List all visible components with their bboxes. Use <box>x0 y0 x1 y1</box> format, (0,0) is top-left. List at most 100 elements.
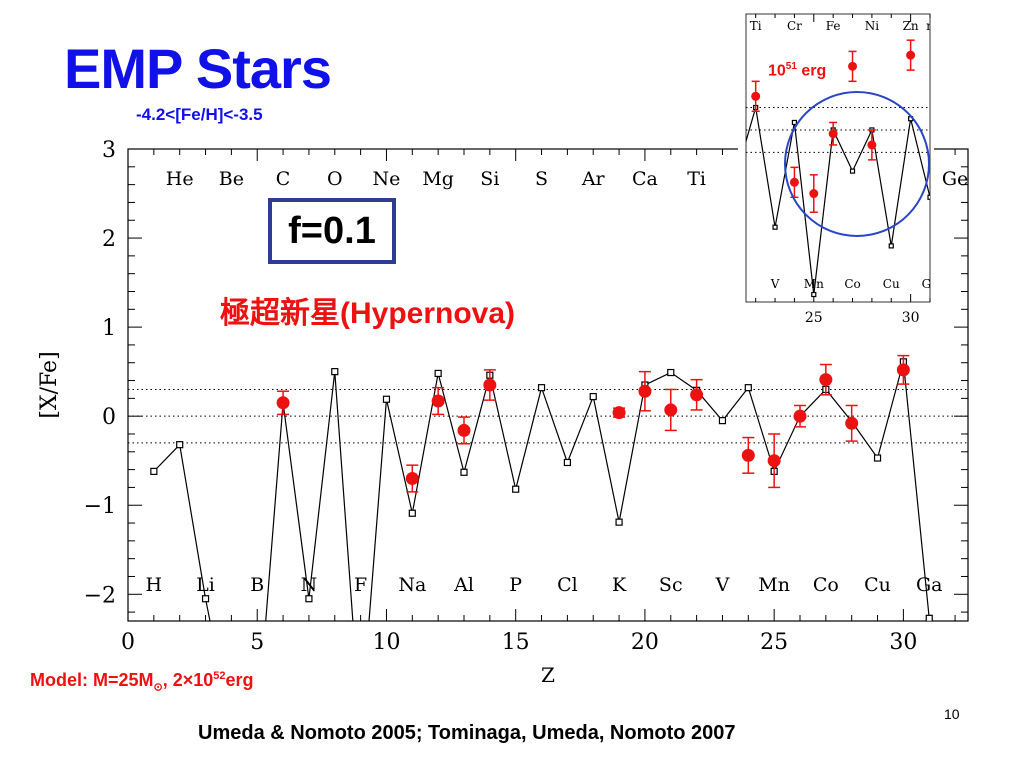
element-label-bottom: P <box>509 574 522 596</box>
element-label-bottom: Al <box>453 574 474 596</box>
inset-energy-base: 10 <box>768 62 786 80</box>
y-tick-label: 1 <box>102 316 116 341</box>
model-point <box>952 725 958 731</box>
element-label-top: Ca <box>632 168 658 190</box>
element-label-bottom: V <box>715 574 730 596</box>
inset-frame <box>745 13 931 303</box>
observed-point <box>789 177 799 187</box>
observed-point <box>793 409 807 423</box>
model-point <box>849 168 856 174</box>
element-label-bottom: K <box>612 574 627 596</box>
sun-symbol: ⊙ <box>153 681 163 694</box>
element-label-top: C <box>276 168 291 190</box>
observed-point <box>690 388 704 402</box>
model-point <box>434 369 442 378</box>
observed-point <box>431 394 445 408</box>
inset-energy-exponent: 51 <box>785 61 797 72</box>
page-number: 10 <box>944 706 960 722</box>
observed-point <box>767 454 781 468</box>
model-point <box>615 518 623 526</box>
model-point <box>563 458 571 467</box>
y-tick-label: 2 <box>102 227 116 252</box>
model-point <box>331 368 339 376</box>
observed-point <box>638 384 652 398</box>
observed-point <box>457 423 471 437</box>
model-point <box>150 467 158 475</box>
x-axis-title: Z <box>541 663 555 687</box>
model-energy: , 2×10 <box>162 670 214 690</box>
model-energy-unit: erg <box>225 670 254 690</box>
element-label-bottom: Mn <box>758 574 790 596</box>
model-point <box>512 485 520 493</box>
element-label-bottom: Co <box>844 277 860 291</box>
element-label-bottom: B <box>250 574 264 596</box>
slide-title: EMP Stars <box>64 37 332 100</box>
observed-point <box>845 416 859 430</box>
citation: Umeda & Nomoto 2005; Tominaga, Umeda, No… <box>198 722 736 744</box>
model-point <box>176 441 184 449</box>
observed-point <box>483 378 497 392</box>
element-label-top: Ge <box>942 168 968 190</box>
element-label-top: Ti <box>750 19 762 33</box>
element-label-bottom: N <box>301 574 318 596</box>
element-label-top: Mg <box>422 168 454 190</box>
x-tick-label: 15 <box>502 630 530 655</box>
observed-point <box>848 61 858 71</box>
element-label-bottom: Cu <box>883 277 900 291</box>
element-label-top: Ne <box>373 168 401 190</box>
observed-point <box>276 396 290 410</box>
x-tick-label: 5 <box>250 630 264 655</box>
y-tick-label: −2 <box>84 583 116 608</box>
model-line <box>153 361 931 621</box>
model-point <box>925 614 933 621</box>
observed-point <box>664 403 678 417</box>
x-tick-label: 30 <box>902 310 920 326</box>
f-parameter-label: f=0.1 <box>288 209 376 252</box>
highlight-circle <box>784 91 930 237</box>
model-point <box>667 368 675 377</box>
model-point <box>772 224 778 230</box>
element-label-bottom: Na <box>398 574 426 596</box>
observed-point <box>819 373 833 387</box>
element-label-bottom: Cu <box>864 574 891 596</box>
x-tick-label: 0 <box>121 630 135 655</box>
main-chart: 0 5 10 15 20 25 30 −2 −1 0 1 2 3 He Be C O Ne Mg Si S Ar Ca Ti G… <box>37 138 969 731</box>
model-prefix: Model: M=25M <box>30 670 154 690</box>
x-tick-label: 30 <box>889 630 917 655</box>
model-point <box>791 119 798 126</box>
element-label-top: n <box>926 19 934 33</box>
observed-point <box>809 189 819 199</box>
x-tick-label: 25 <box>805 310 823 326</box>
element-label-bottom: Sc <box>659 574 683 596</box>
observed-point <box>867 140 877 150</box>
element-label-top: Zn <box>903 19 919 33</box>
element-label-bottom: Cl <box>557 574 578 596</box>
model-point <box>744 384 752 392</box>
x-tick-label: 25 <box>760 630 788 655</box>
element-label-bottom: F <box>354 574 367 596</box>
element-label-top: Ar <box>581 168 606 190</box>
f-parameter-box: f=0.1 <box>268 198 396 264</box>
model-point <box>305 595 313 603</box>
element-label-bottom: H <box>146 574 163 596</box>
element-label-bottom: V <box>770 277 780 291</box>
inset-energy-unit: erg <box>801 62 827 80</box>
element-label-top: He <box>166 168 194 190</box>
element-label-top: Ni <box>865 19 880 33</box>
element-label-bottom: Li <box>196 574 215 596</box>
main-frame <box>127 148 969 622</box>
model-label: Model: M=25M⊙, 2×1052erg <box>30 670 254 694</box>
observed-point <box>612 406 626 420</box>
model-point <box>589 392 597 401</box>
element-label-top: Fe <box>826 19 841 33</box>
y-tick-label: 0 <box>102 405 116 430</box>
element-label-bottom: Co <box>813 574 839 596</box>
element-label-top: Ti <box>687 168 706 190</box>
model-point <box>460 468 468 476</box>
element-label-bottom: Ga <box>916 574 943 596</box>
model-point <box>201 595 210 603</box>
y-tick-label: 3 <box>102 138 116 163</box>
model-point <box>408 509 416 517</box>
